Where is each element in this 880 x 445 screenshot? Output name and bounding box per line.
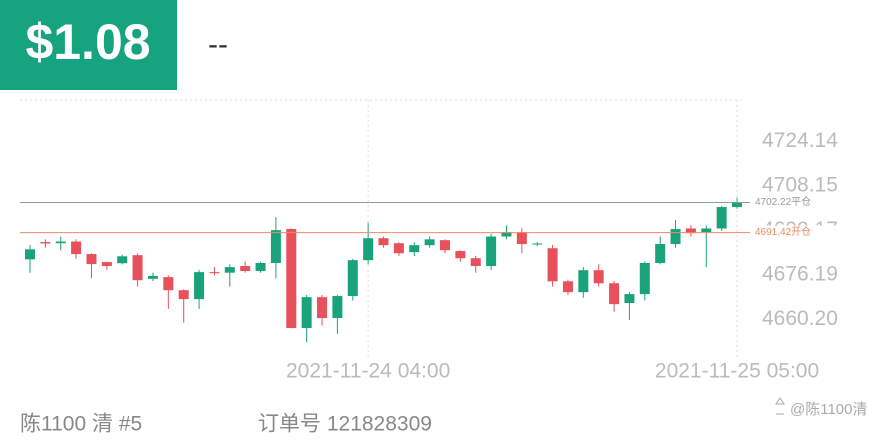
candle-body bbox=[40, 242, 51, 244]
order-number: 订单号 121828309 bbox=[258, 413, 432, 436]
change: -- bbox=[208, 28, 228, 61]
candle-body bbox=[578, 270, 589, 293]
candle-body bbox=[363, 238, 374, 261]
candle-body bbox=[455, 251, 466, 259]
candle-body bbox=[562, 281, 573, 293]
candle-body bbox=[424, 239, 435, 246]
candle-body bbox=[470, 258, 481, 267]
y-tick-label: 4676.19 bbox=[762, 262, 838, 285]
reference-label-bg bbox=[752, 225, 852, 240]
candle-body bbox=[685, 228, 696, 234]
candle-body bbox=[163, 277, 174, 291]
candle-body bbox=[716, 207, 727, 229]
candle-body bbox=[593, 270, 604, 284]
candle-body bbox=[670, 229, 681, 245]
watermark: @陈1100清 bbox=[790, 400, 867, 418]
candle-body bbox=[240, 266, 251, 272]
watermark-icon bbox=[775, 397, 785, 415]
reference-label: 4702.22平仓 bbox=[755, 195, 811, 208]
y-tick-label: 4724.14 bbox=[762, 129, 838, 152]
candle-body bbox=[701, 228, 712, 233]
candle-body bbox=[639, 262, 650, 295]
candle-body bbox=[117, 256, 128, 264]
candle-body bbox=[317, 297, 328, 319]
candle-body bbox=[516, 232, 527, 245]
candle-body bbox=[224, 267, 235, 273]
candle-body bbox=[486, 236, 497, 267]
y-tick-label: 4708.15 bbox=[762, 174, 838, 197]
candle-body bbox=[286, 229, 297, 329]
reference-label-bg bbox=[752, 195, 852, 210]
candle-body bbox=[439, 240, 450, 251]
candle-body bbox=[347, 260, 358, 297]
candle-body bbox=[624, 294, 635, 304]
candle-body bbox=[209, 272, 220, 274]
x-tick-label: 2021-11-25 05:00 bbox=[655, 360, 819, 383]
candle-body bbox=[378, 238, 389, 246]
candle-body bbox=[732, 202, 743, 208]
candle-body bbox=[101, 262, 112, 267]
reference-label: 4691.42开仓 bbox=[755, 225, 811, 238]
candle-body bbox=[86, 254, 97, 265]
candle-body bbox=[532, 243, 543, 245]
account: 陈1100 清 #5 bbox=[20, 413, 142, 436]
candle-body bbox=[25, 249, 35, 260]
candle-body bbox=[609, 283, 620, 305]
price-box bbox=[0, 0, 177, 90]
candle-body bbox=[501, 232, 512, 237]
candle-body bbox=[332, 296, 343, 319]
candle-body bbox=[194, 272, 205, 300]
candle-body bbox=[132, 255, 143, 281]
candle-body bbox=[655, 244, 666, 263]
candle-body bbox=[547, 248, 558, 282]
plot: 2021-11-24 04:00 2021-11-25 05:00 4724.14 4… bbox=[20, 100, 852, 383]
candle-body bbox=[147, 276, 158, 279]
price: $1.08 bbox=[25, 14, 150, 70]
y-tick-label: 4660.20 bbox=[762, 307, 838, 330]
candle-body bbox=[178, 290, 189, 300]
candle-body bbox=[55, 241, 66, 244]
candle-body bbox=[255, 262, 266, 272]
candle-body bbox=[301, 297, 312, 329]
candle-body bbox=[393, 243, 404, 254]
candle-body bbox=[71, 241, 82, 255]
candle-body bbox=[409, 245, 420, 253]
candle-body bbox=[270, 230, 281, 263]
x-tick-label: 2021-11-24 04:00 bbox=[286, 360, 450, 383]
